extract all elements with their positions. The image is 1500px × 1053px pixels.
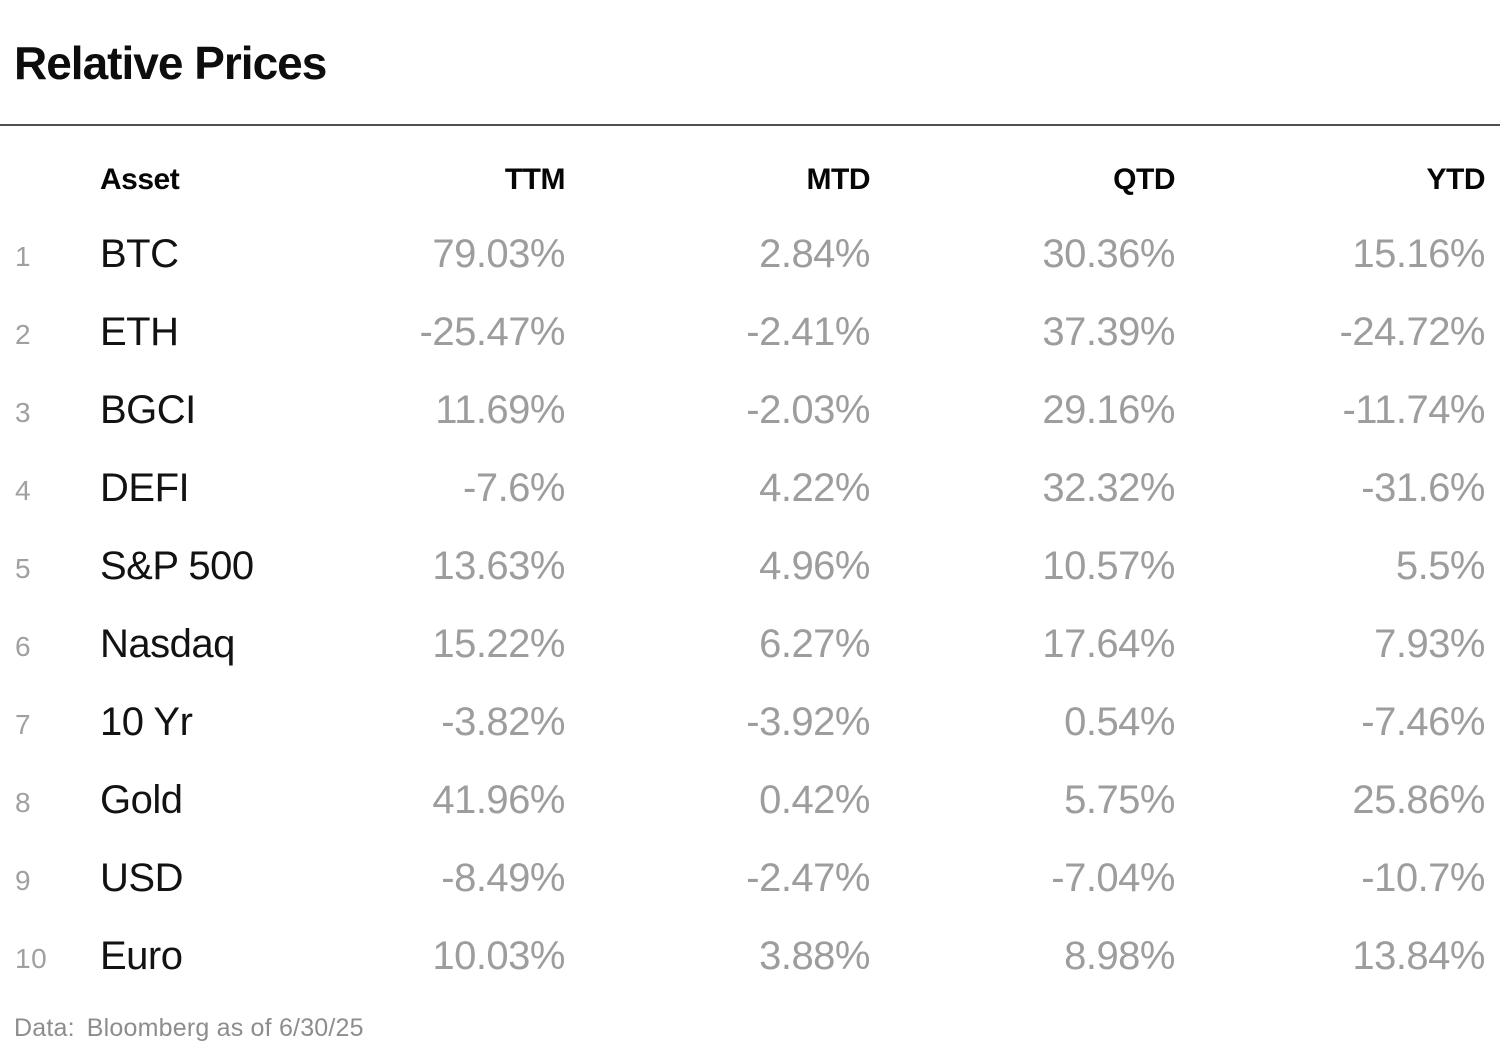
relative-prices-table: Asset TTM MTD QTD YTD 1 BTC 79.03% 2.84%… <box>0 126 1500 1014</box>
row-rank: 2 <box>15 319 32 350</box>
asset-name: DEFI <box>100 466 190 510</box>
mtd-value: 0.42% <box>759 778 870 822</box>
column-header-ytd: YTD <box>1426 163 1486 196</box>
asset-name: ETH <box>100 310 179 354</box>
table-row: 6 Nasdaq 15.22% 6.27% 17.64% 7.93% <box>0 624 1500 702</box>
mtd-value: -3.92% <box>746 700 870 744</box>
table-row: 7 10 Yr -3.82% -3.92% 0.54% -7.46% <box>0 702 1500 780</box>
ytd-value: 5.5% <box>1395 544 1486 588</box>
table-row: 5 S&P 500 13.63% 4.96% 10.57% 5.5% <box>0 546 1500 624</box>
qtd-value: 29.16% <box>1042 388 1175 432</box>
column-header-asset: Asset <box>100 163 180 196</box>
qtd-value: 8.98% <box>1064 934 1175 978</box>
row-rank: 1 <box>15 241 32 272</box>
column-header-ttm: TTM <box>504 163 566 196</box>
ytd-value: -31.6% <box>1361 466 1485 510</box>
row-rank: 7 <box>15 709 32 740</box>
table-row: 1 BTC 79.03% 2.84% 30.36% 15.16% <box>0 234 1500 312</box>
qtd-value: -7.04% <box>1051 856 1175 900</box>
table-row: 3 BGCI 11.69% -2.03% 29.16% -11.74% <box>0 390 1500 468</box>
mtd-value: 4.96% <box>759 544 870 588</box>
asset-name: BGCI <box>100 388 196 432</box>
ytd-value: 13.84% <box>1352 934 1485 978</box>
qtd-value: 32.32% <box>1042 466 1175 510</box>
table-row: 4 DEFI -7.6% 4.22% 32.32% -31.6% <box>0 468 1500 546</box>
mtd-value: -2.41% <box>746 310 870 354</box>
asset-name: Gold <box>100 778 183 822</box>
ttm-value: 41.96% <box>432 778 565 822</box>
row-rank: 10 <box>15 943 48 974</box>
ttm-value: -3.82% <box>441 700 565 744</box>
row-rank: 3 <box>15 397 32 428</box>
title-divider-line <box>0 124 1500 126</box>
row-rank: 8 <box>15 787 32 818</box>
asset-name: BTC <box>100 232 179 276</box>
table-row: 10 Euro 10.03% 3.88% 8.98% 13.84% <box>0 936 1500 1014</box>
table-row: 8 Gold 41.96% 0.42% 5.75% 25.86% <box>0 780 1500 858</box>
asset-name: USD <box>100 856 183 900</box>
mtd-value: 4.22% <box>759 466 870 510</box>
asset-name: Nasdaq <box>100 622 235 666</box>
mtd-value: -2.47% <box>746 856 870 900</box>
asset-name: 10 Yr <box>100 700 193 744</box>
ttm-value: 10.03% <box>432 934 565 978</box>
ttm-value: -7.6% <box>463 466 566 510</box>
table-row: 2 ETH -25.47% -2.41% 37.39% -24.72% <box>0 312 1500 390</box>
mtd-value: 2.84% <box>759 232 870 276</box>
ttm-value: 13.63% <box>432 544 565 588</box>
row-rank: 4 <box>15 475 32 506</box>
page-title: Relative Prices <box>14 37 327 89</box>
data-source-label: Data: <box>14 1014 75 1042</box>
ytd-value: 15.16% <box>1352 232 1485 276</box>
ytd-value: -11.74% <box>1342 388 1485 432</box>
ytd-value: -24.72% <box>1339 310 1486 354</box>
mtd-value: -2.03% <box>746 388 870 432</box>
qtd-value: 0.54% <box>1064 700 1175 744</box>
column-header-mtd: MTD <box>806 163 871 196</box>
ttm-value: 79.03% <box>432 232 565 276</box>
ttm-value: 15.22% <box>432 622 565 666</box>
column-header-qtd: QTD <box>1113 163 1175 196</box>
row-rank: 5 <box>15 553 32 584</box>
ttm-value: -25.47% <box>419 310 566 354</box>
qtd-value: 17.64% <box>1042 622 1175 666</box>
qtd-value: 5.75% <box>1064 778 1175 822</box>
table-row: 9 USD -8.49% -2.47% -7.04% -10.7% <box>0 858 1500 936</box>
ytd-value: -10.7% <box>1361 856 1485 900</box>
ttm-value: -8.49% <box>441 856 565 900</box>
ttm-value: 11.69% <box>435 388 565 432</box>
ytd-value: -7.46% <box>1361 700 1485 744</box>
mtd-value: 6.27% <box>759 622 870 666</box>
row-rank: 6 <box>15 631 32 662</box>
asset-name: S&P 500 <box>100 544 254 588</box>
asset-name: Euro <box>100 934 183 978</box>
data-source-text: Bloomberg as of 6/30/25 <box>86 1014 364 1042</box>
table-header-row: Asset TTM MTD QTD YTD <box>0 126 1500 234</box>
row-rank: 9 <box>15 865 32 896</box>
ytd-value: 25.86% <box>1352 778 1485 822</box>
mtd-value: 3.88% <box>759 934 870 978</box>
qtd-value: 30.36% <box>1042 232 1175 276</box>
ytd-value: 7.93% <box>1374 622 1485 666</box>
data-source-note: Data: Bloomberg as of 6/30/25 <box>14 1013 364 1043</box>
qtd-value: 37.39% <box>1042 310 1175 354</box>
qtd-value: 10.57% <box>1042 544 1175 588</box>
